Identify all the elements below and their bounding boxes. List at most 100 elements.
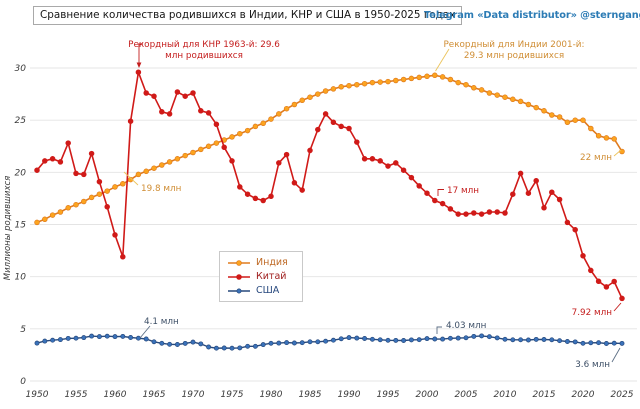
series-marker-Индия-1994 [377, 79, 383, 85]
series-line-Индия [36, 74, 623, 224]
series-marker-Индия-1956 [81, 198, 87, 205]
series-marker-Индия-1981 [276, 111, 282, 117]
series-marker-Индия-2019 [572, 117, 578, 123]
x-tick-label-1990: 1990 [338, 390, 361, 400]
series-marker-США-1993 [369, 336, 375, 342]
series-marker-Китай-1963 [135, 69, 142, 75]
series-marker-Китай-1951 [42, 158, 48, 164]
series-marker-США-1967 [167, 341, 173, 347]
series-marker-Китай-1968 [174, 89, 181, 95]
series-marker-США-2018 [564, 339, 570, 344]
series-marker-США-1965 [151, 339, 157, 345]
series-marker-США-1998 [408, 337, 414, 343]
series-marker-Индия-1966 [159, 162, 165, 168]
china-2025-label: 7.92 млн [572, 308, 612, 318]
series-marker-Индия-1951 [42, 216, 48, 223]
series-marker-Индия-1990 [346, 82, 352, 89]
series-marker-Индия-1961 [120, 181, 126, 187]
x-tick-label-2005: 2005 [455, 390, 478, 400]
series-marker-США-2021 [588, 340, 594, 346]
series-marker-Индия-2018 [564, 119, 571, 126]
series-marker-Индия-1959 [104, 188, 110, 194]
legend-item-США: США [227, 284, 296, 298]
series-marker-Китай-2001 [432, 197, 438, 204]
series-marker-Китай-2012 [517, 170, 524, 177]
series-marker-США-1989 [338, 336, 344, 342]
series-marker-Китай-2013 [525, 190, 532, 196]
series-marker-Китай-2018 [564, 219, 571, 226]
series-marker-США-1955 [73, 335, 79, 341]
y-tick-label-0: 0 [20, 377, 26, 387]
series-marker-Индия-1992 [361, 80, 368, 87]
series-marker-США-2008 [486, 334, 492, 340]
series-marker-США-1951 [42, 338, 48, 344]
series-marker-Китай-1976 [237, 184, 243, 190]
series-marker-Китай-2017 [556, 196, 563, 203]
telegram-credit: Telegram «Data distributor» @sterngang [424, 10, 640, 21]
series-marker-Китай-1957 [88, 150, 95, 157]
series-marker-Индия-1996 [393, 77, 399, 84]
series-marker-Индия-2011 [510, 96, 516, 103]
x-tick-label-1975: 1975 [221, 390, 244, 400]
series-marker-США-2014 [533, 336, 539, 342]
series-marker-Индия-2009 [494, 92, 500, 98]
series-marker-Китай-1984 [299, 187, 305, 193]
series-marker-Китай-1982 [283, 151, 290, 158]
x-tick-label-1950: 1950 [26, 390, 49, 400]
usa-2025-label: 3.6 млн [575, 360, 610, 370]
series-marker-Китай-1989 [338, 123, 344, 130]
series-marker-США-1958 [96, 334, 102, 340]
legend-label-США: США [256, 285, 280, 297]
y-axis-title: Миллионы родившихся [3, 176, 13, 281]
usa-1963-label-leader [139, 325, 151, 339]
series-marker-Индия-1977 [244, 127, 251, 134]
series-marker-Китай-1998 [408, 174, 415, 181]
series-marker-США-1963 [135, 335, 141, 341]
legend-swatch-США [228, 288, 250, 294]
series-marker-США-1988 [330, 337, 336, 343]
series-marker-Китай-1954 [65, 140, 71, 146]
series-marker-Индия-2024 [611, 136, 617, 142]
series-marker-Индия-2010 [502, 94, 508, 100]
series-marker-Индия-1980 [268, 116, 274, 122]
india-record-label-leader [435, 48, 450, 72]
series-marker-Китай-1956 [81, 171, 87, 178]
series-line-Китай [36, 71, 623, 299]
series-marker-Китай-1958 [96, 178, 103, 185]
series-marker-Китай-1960 [112, 232, 118, 238]
series-marker-Индия-1953 [57, 209, 64, 215]
series-marker-Индия-2025 [619, 148, 625, 155]
x-tick-label-1985: 1985 [299, 390, 322, 400]
series-marker-Китай-1985 [307, 147, 313, 154]
series-marker-США-2020 [580, 340, 586, 346]
x-tick-label-1965: 1965 [143, 390, 166, 400]
series-marker-Китай-2005 [463, 211, 469, 217]
series-marker-Китай-1974 [221, 144, 227, 151]
usa-1963-label: 4.1 млн [144, 317, 179, 327]
series-marker-США-2009 [494, 335, 500, 341]
series-marker-США-1966 [159, 340, 165, 346]
series-marker-Индия-2004 [455, 79, 461, 86]
series-marker-Китай-2024 [611, 278, 617, 285]
y-tick-label-30: 30 [15, 64, 27, 74]
series-marker-Индия-1985 [307, 94, 313, 100]
series-marker-Китай-1981 [276, 160, 282, 166]
series-marker-США-1979 [260, 342, 266, 348]
series-marker-Китай-1962 [127, 118, 134, 124]
y-tick-label-15: 15 [15, 221, 27, 231]
series-marker-США-1970 [190, 339, 196, 345]
series-marker-США-1985 [307, 339, 313, 345]
series-marker-Китай-1986 [315, 126, 321, 133]
india-2025-label-leader [613, 149, 622, 157]
series-marker-США-1961 [120, 333, 126, 339]
series-marker-Китай-1987 [322, 111, 329, 117]
series-marker-США-1964 [143, 336, 149, 342]
series-marker-Китай-2020 [580, 253, 586, 259]
series-marker-США-1987 [323, 338, 329, 344]
series-marker-Китай-1953 [57, 159, 64, 165]
series-marker-США-1956 [81, 335, 87, 341]
series-marker-Китай-2015 [541, 205, 547, 211]
series-marker-Индия-1971 [198, 146, 204, 153]
series-marker-Индия-1986 [315, 91, 321, 97]
series-marker-США-2002 [440, 336, 446, 342]
